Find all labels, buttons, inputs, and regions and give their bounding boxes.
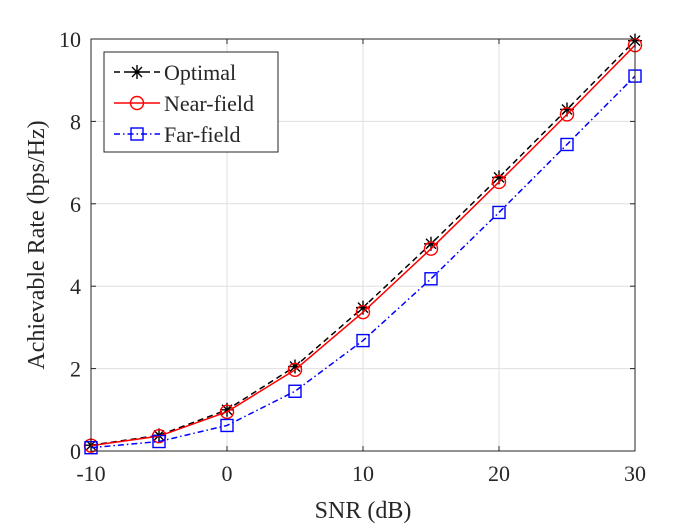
marker-shape xyxy=(130,127,144,141)
data-point-circle xyxy=(355,304,371,320)
x-tick-label: 30 xyxy=(624,461,646,486)
marker-shape xyxy=(356,300,370,315)
data-point-circle xyxy=(559,107,575,122)
legend-item-optimal: Optimal xyxy=(114,60,236,85)
legend-label: Optimal xyxy=(164,60,236,85)
marker-shape xyxy=(355,304,371,320)
legend-label: Far-field xyxy=(164,122,241,147)
legend-label: Near-field xyxy=(164,91,254,116)
data-point-asterisk xyxy=(356,300,370,315)
marker-shape xyxy=(559,107,575,122)
series-far-field xyxy=(84,69,642,455)
data-point-square xyxy=(492,205,506,220)
marker-shape xyxy=(288,359,302,374)
x-tick-label: -10 xyxy=(76,461,105,486)
data-point-square xyxy=(130,127,144,141)
marker-shape xyxy=(220,418,234,433)
x-tick-label: 10 xyxy=(352,461,374,486)
data-point-circle xyxy=(423,241,439,256)
marker-shape xyxy=(423,241,439,256)
x-axis-label: SNR (dB) xyxy=(315,498,412,524)
x-tick-label: 20 xyxy=(488,461,510,486)
marker-shape xyxy=(219,404,235,420)
legend: Optimal Near-field Far-field xyxy=(103,51,279,153)
series-line xyxy=(90,44,636,447)
marker-shape xyxy=(288,384,302,398)
marker-shape xyxy=(356,333,370,348)
data-point-square xyxy=(288,384,302,398)
data-point-asterisk xyxy=(220,402,234,417)
y-tick-label: 4 xyxy=(70,274,81,299)
axes xyxy=(90,38,636,452)
y-tick-label: 8 xyxy=(70,109,81,134)
data-point-square xyxy=(424,272,438,286)
data-point-circle xyxy=(219,404,235,420)
series-line xyxy=(90,75,636,449)
legend-item-far-field: Far-field xyxy=(114,122,241,147)
data-point-square xyxy=(356,333,370,348)
data-point-circle xyxy=(129,95,145,111)
y-tick-label: 2 xyxy=(70,357,81,382)
marker-shape xyxy=(220,402,234,417)
legend-item-near-field: Near-field xyxy=(114,91,254,116)
data-point-asterisk xyxy=(492,170,506,185)
y-tick-label: 0 xyxy=(70,439,81,464)
data-point-circle xyxy=(491,174,507,190)
marker-shape xyxy=(424,272,438,286)
data-point-square xyxy=(560,137,574,152)
data-point-square xyxy=(220,418,234,433)
data-point-circle xyxy=(287,362,303,378)
data-point-asterisk xyxy=(130,65,144,79)
marker-shape xyxy=(492,205,506,220)
marker-shape xyxy=(424,236,438,251)
x-tick-label: 0 xyxy=(222,461,233,486)
marker-shape xyxy=(129,95,145,111)
marker-shape xyxy=(152,434,166,449)
marker-shape xyxy=(491,174,507,190)
marker-shape xyxy=(560,137,574,152)
marker-shape xyxy=(130,65,144,79)
marker-shape xyxy=(492,170,506,185)
y-tick-label: 10 xyxy=(59,27,81,52)
data-point-asterisk xyxy=(288,359,302,374)
marker-shape xyxy=(560,102,574,117)
y-tick-label: 6 xyxy=(70,192,81,217)
data-point-asterisk xyxy=(424,236,438,251)
marker-shape xyxy=(287,362,303,378)
y-axis-label: Achievable Rate (bps/Hz) xyxy=(24,120,50,369)
data-point-asterisk xyxy=(560,102,574,117)
data-point-square xyxy=(152,434,166,449)
